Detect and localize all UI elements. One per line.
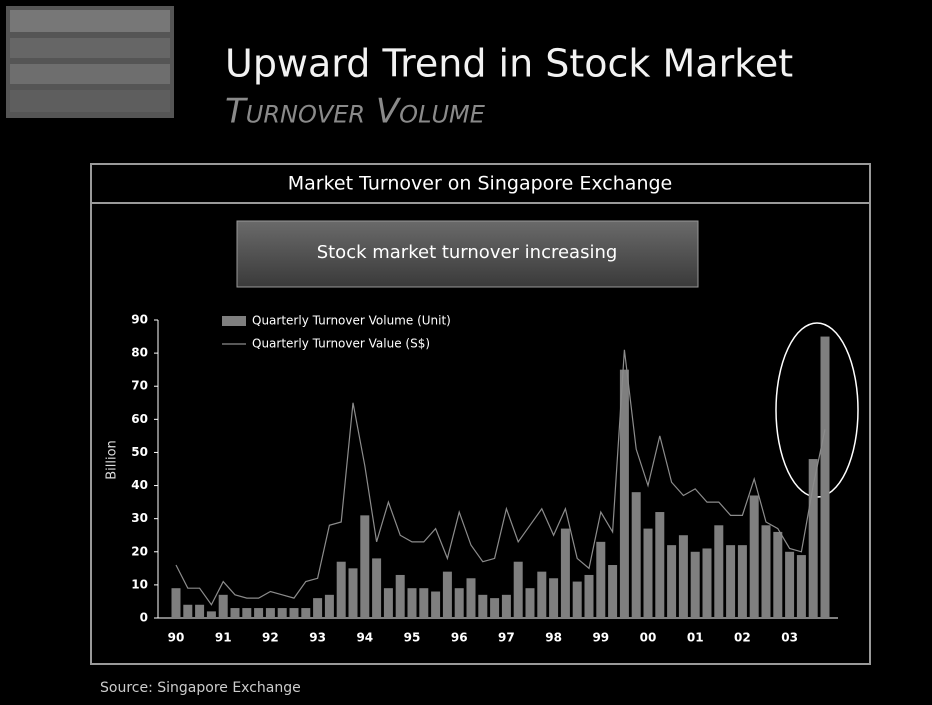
bar [585, 575, 594, 618]
bar [325, 595, 334, 618]
y-tick-label: 0 [140, 611, 148, 625]
bar [195, 605, 204, 618]
x-tick-label: 97 [498, 631, 515, 645]
x-tick-label: 98 [545, 631, 562, 645]
x-tick-label: 91 [215, 631, 232, 645]
x-tick-label: 00 [640, 631, 657, 645]
y-tick-label: 10 [131, 577, 148, 591]
bar [313, 598, 322, 618]
bar [337, 562, 346, 618]
x-tick-label: 99 [592, 631, 609, 645]
bar [490, 598, 499, 618]
bar [467, 578, 476, 618]
y-tick-label: 60 [131, 412, 148, 426]
bar [821, 337, 830, 618]
x-tick-label: 92 [262, 631, 279, 645]
y-tick-label: 30 [131, 511, 148, 525]
bar [738, 545, 747, 618]
slide-subtitle: Turnover Volume [225, 92, 486, 132]
bar [183, 605, 192, 618]
chart-title: Market Turnover on Singapore Exchange [288, 173, 672, 195]
bar [691, 552, 700, 618]
bar [785, 552, 794, 618]
bar [242, 608, 251, 618]
y-tick-label: 20 [131, 544, 148, 558]
bar [703, 548, 712, 618]
bar [384, 588, 393, 618]
bar [773, 532, 782, 618]
bar [266, 608, 275, 618]
bar [561, 529, 570, 618]
x-tick-label: 02 [734, 631, 751, 645]
bar [526, 588, 535, 618]
legend-swatch [222, 316, 246, 326]
bar [478, 595, 487, 618]
bar [443, 572, 452, 618]
bar [360, 515, 369, 618]
bar [549, 578, 558, 618]
bar [667, 545, 676, 618]
legend-label: Quarterly Turnover Value (S$) [252, 337, 430, 351]
source: Source: Singapore Exchange [100, 680, 301, 696]
x-tick-label: 90 [168, 631, 185, 645]
x-tick-label: 03 [781, 631, 798, 645]
slide: Upward Trend in Stock Market Turnover Vo… [0, 0, 932, 705]
y-tick-label: 50 [131, 445, 148, 459]
bar [644, 529, 653, 618]
bar [219, 595, 228, 618]
bar [301, 608, 310, 618]
bar [396, 575, 405, 618]
y-tick-label: 70 [131, 379, 148, 393]
x-tick-label: 94 [356, 631, 373, 645]
legend-label: Quarterly Turnover Volume (Unit) [252, 314, 451, 328]
y-tick-label: 90 [131, 313, 148, 327]
x-tick-label: 01 [687, 631, 704, 645]
bar [207, 611, 216, 618]
y-tick-label: 40 [131, 478, 148, 492]
y-axis-label: Billion [105, 440, 120, 480]
bar [632, 492, 641, 618]
callout-text: Stock market turnover increasing [317, 242, 618, 263]
bar [372, 558, 381, 618]
bar [573, 582, 582, 618]
x-tick-label: 96 [451, 631, 468, 645]
bar [608, 565, 617, 618]
page: Upward Trend in Stock Market Turnover Vo… [0, 0, 932, 705]
bar [714, 525, 723, 618]
bar [290, 608, 299, 618]
slide-title: Upward Trend in Stock Market [225, 42, 793, 86]
y-tick-label: 80 [131, 346, 148, 360]
bar [726, 545, 735, 618]
bar [596, 542, 605, 618]
bar [408, 588, 417, 618]
bar [797, 555, 806, 618]
bar [514, 562, 523, 618]
photo [6, 6, 174, 118]
bar [231, 608, 240, 618]
bar [172, 588, 181, 618]
x-tick-label: 93 [309, 631, 326, 645]
bar [278, 608, 287, 618]
bar [431, 592, 440, 618]
bar [655, 512, 664, 618]
bar [254, 608, 263, 618]
bar [537, 572, 546, 618]
x-tick-label: 95 [404, 631, 421, 645]
bar [419, 588, 428, 618]
bar [679, 535, 688, 618]
bar [455, 588, 464, 618]
bar [762, 525, 771, 618]
bar [349, 568, 358, 618]
bar [502, 595, 511, 618]
bar [750, 495, 759, 618]
